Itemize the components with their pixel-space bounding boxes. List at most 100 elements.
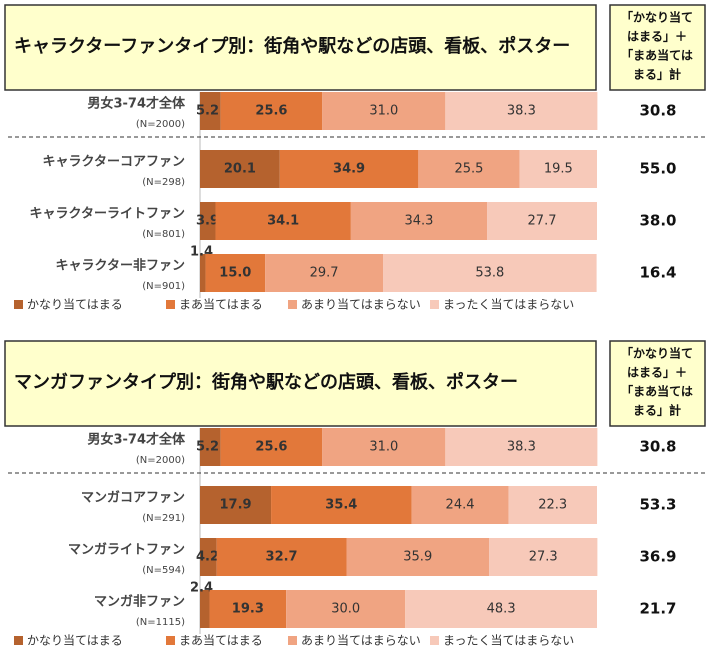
- total-header: 「かなり当て: [621, 10, 693, 25]
- value-label: 25.5: [454, 162, 483, 177]
- legend-label: かなり当てはまる: [27, 634, 123, 648]
- bar-segment: [216, 538, 347, 576]
- value-label: 34.9: [333, 162, 365, 177]
- row-label: キャラクターライトファン: [30, 207, 185, 222]
- bar-segment: [200, 254, 206, 292]
- value-label: 32.7: [266, 550, 298, 565]
- legend-swatch: [430, 300, 439, 309]
- total-header: まる」計: [633, 67, 681, 82]
- legend-swatch: [430, 636, 439, 645]
- value-label: 20.1: [224, 162, 256, 177]
- bar-segment: [346, 538, 490, 576]
- row-label: マンガコアファン: [81, 491, 185, 506]
- bar-segment: [418, 150, 520, 188]
- chart-title: マンガファンタイプ別：街角や駅などの店頭、看板、ポスター: [14, 371, 518, 393]
- bar-segment: [350, 202, 488, 240]
- value-label: 19.3: [232, 602, 264, 617]
- bar-segment: [215, 202, 351, 240]
- legend-label: まあ当てはまる: [179, 298, 263, 312]
- value-label: 35.4: [325, 498, 357, 513]
- bar-segment: [209, 590, 287, 628]
- total-value: 30.8: [639, 102, 676, 120]
- bar-segment: [411, 486, 509, 524]
- legend-label: あまり当てはまらない: [301, 298, 421, 312]
- value-label: 31.0: [369, 104, 398, 119]
- total-header: はまる」＋: [627, 30, 687, 44]
- row-label: マンガライトファン: [68, 543, 185, 558]
- total-value: 21.7: [639, 600, 676, 618]
- value-label: 38.3: [507, 440, 536, 455]
- row-label: 男女3-74才全体: [87, 96, 186, 112]
- legend-label: まあ当てはまる: [179, 634, 263, 648]
- row-label: キャラクター非ファン: [56, 258, 185, 274]
- legend-swatch: [288, 636, 297, 645]
- value-label: 27.3: [529, 550, 558, 565]
- bar-segment: [383, 254, 597, 292]
- total-value: 53.3: [639, 496, 676, 514]
- bar-segment: [322, 428, 446, 466]
- bar-segment: [220, 428, 323, 466]
- row-label: 男女3-74才全体: [87, 432, 186, 448]
- total-value: 36.9: [639, 548, 676, 566]
- value-label: 3.9: [196, 214, 219, 229]
- sample-size: (N=291): [142, 513, 185, 524]
- total-header: はまる」＋: [627, 366, 687, 380]
- total-header: 「かなり当て: [621, 346, 693, 361]
- sample-size: (N=2000): [136, 119, 185, 130]
- value-label: 34.1: [267, 214, 299, 229]
- bar-segment: [271, 486, 412, 524]
- value-label: 29.7: [310, 266, 339, 281]
- chart-title: キャラクターファンタイプ別：街角や駅などの店頭、看板、ポスター: [14, 35, 570, 57]
- bar-segment: [322, 92, 446, 130]
- bar-segment: [445, 428, 598, 466]
- bar-segment: [279, 150, 419, 188]
- value-label: 4.2: [196, 550, 219, 565]
- total-header-box: [609, 4, 706, 91]
- value-label: 19.5: [544, 162, 573, 177]
- bar-segment: [508, 486, 597, 524]
- bar-segment: [200, 538, 217, 576]
- value-label: 30.0: [331, 602, 360, 617]
- sample-size: (N=594): [142, 565, 185, 576]
- value-label: 25.6: [255, 104, 287, 119]
- value-label: 31.0: [369, 440, 398, 455]
- sample-size: (N=2000): [136, 455, 185, 466]
- legend-swatch: [288, 300, 297, 309]
- legend-label: かなり当てはまる: [27, 298, 123, 312]
- sample-size: (N=901): [142, 281, 185, 292]
- total-value: 30.8: [639, 438, 676, 456]
- bar-segment: [487, 202, 597, 240]
- bar-segment: [200, 486, 272, 524]
- legend-label: まったく当てはまらない: [443, 298, 574, 312]
- value-label: 27.7: [528, 214, 557, 229]
- legend-swatch: [166, 636, 175, 645]
- bar-segment: [445, 92, 598, 130]
- value-label: 25.6: [255, 440, 287, 455]
- total-value: 38.0: [639, 212, 676, 230]
- legend-swatch: [166, 300, 175, 309]
- bar-segment: [519, 150, 597, 188]
- total-header: 「まあ当ては: [621, 48, 693, 63]
- bar-segment: [200, 202, 216, 240]
- value-label: 15.0: [219, 266, 251, 281]
- total-header: まる」計: [633, 403, 681, 418]
- header-box: [4, 4, 597, 91]
- value-label: 24.4: [446, 498, 475, 513]
- row-label: キャラクターコアファン: [43, 155, 185, 170]
- value-label: 38.3: [507, 104, 536, 119]
- legend-swatch: [14, 636, 23, 645]
- total-header: 「まあ当ては: [621, 384, 693, 399]
- total-value: 55.0: [639, 160, 676, 178]
- value-label: 17.9: [219, 498, 251, 513]
- sample-size: (N=298): [142, 177, 185, 188]
- bar-segment: [286, 590, 406, 628]
- bar-segment: [220, 92, 323, 130]
- bar-segment: [489, 538, 598, 576]
- bar-segment: [200, 150, 280, 188]
- bar-segment: [405, 590, 597, 628]
- value-label: 48.3: [487, 602, 516, 617]
- sample-size: (N=1115): [136, 617, 185, 628]
- legend-swatch: [14, 300, 23, 309]
- bar-segment: [200, 92, 221, 130]
